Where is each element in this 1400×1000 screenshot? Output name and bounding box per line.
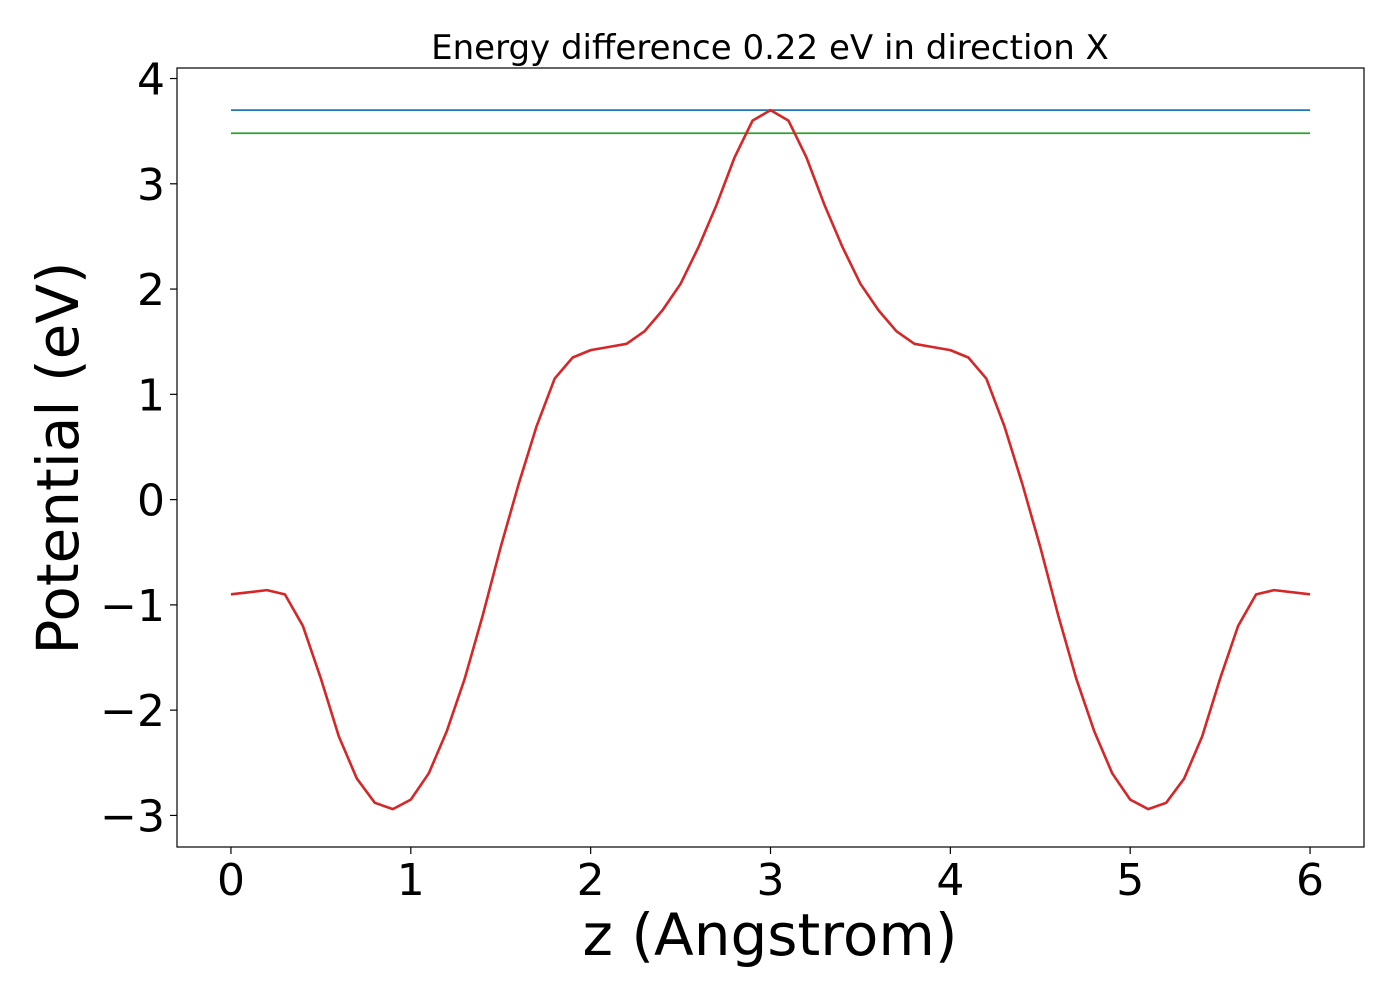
x-axis-ticks: 0 1 2 3 4 5 6 xyxy=(217,847,1324,906)
y-tick-label: 1 xyxy=(137,370,165,421)
chart-title: Energy difference 0.22 eV in direction X xyxy=(431,28,1109,68)
potential-curve xyxy=(230,108,1311,811)
x-axis-label: z (Angstrom) xyxy=(583,901,958,969)
y-axis-label: Potential (eV) xyxy=(24,261,92,654)
y-tick-label: 4 xyxy=(137,55,165,106)
x-tick-label: 5 xyxy=(1116,855,1144,906)
y-axis-ticks: −3 −2 −1 0 1 2 3 4 xyxy=(100,55,177,842)
x-tick-label: 3 xyxy=(757,855,785,906)
y-tick-label: 2 xyxy=(137,265,165,316)
y-tick-label: −3 xyxy=(100,791,165,842)
y-tick-label: 0 xyxy=(137,476,165,527)
x-tick-label: 2 xyxy=(577,855,605,906)
x-tick-label: 4 xyxy=(936,855,964,906)
y-tick-label: −1 xyxy=(100,581,165,632)
x-tick-label: 1 xyxy=(397,855,425,906)
x-tick-label: 6 xyxy=(1296,855,1324,906)
y-tick-label: −2 xyxy=(100,686,165,737)
plot-area xyxy=(176,67,1365,848)
x-tick-label: 0 xyxy=(217,855,245,906)
y-tick-label: 3 xyxy=(137,160,165,211)
plot-frame xyxy=(176,67,1365,848)
